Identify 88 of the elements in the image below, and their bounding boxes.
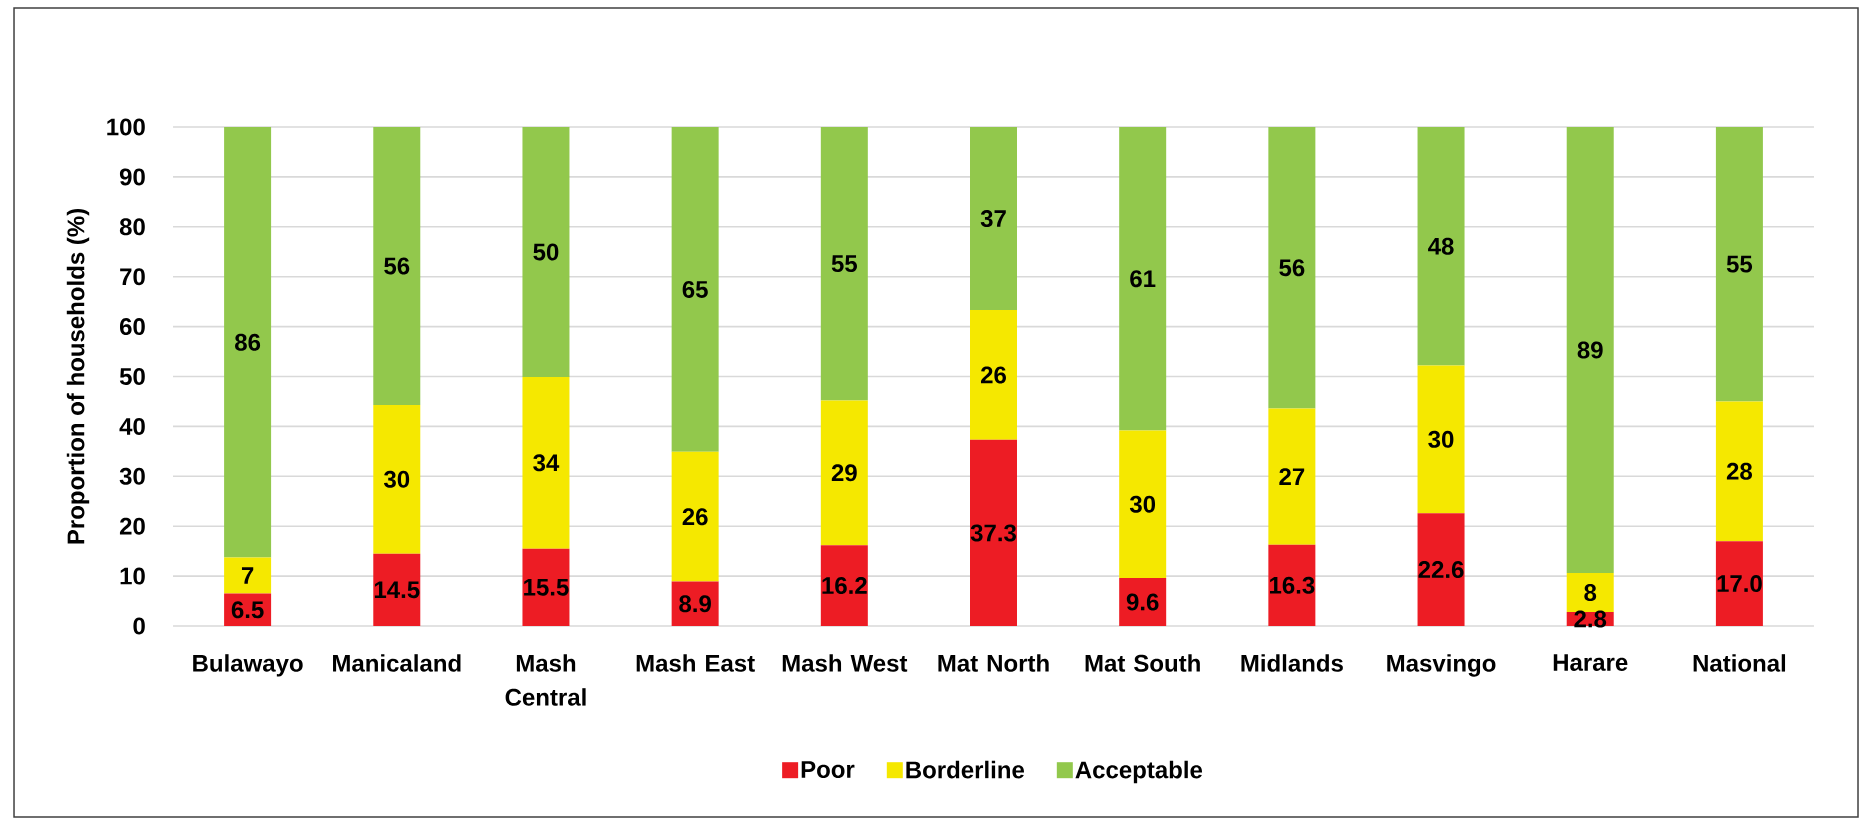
data-label: 37	[980, 210, 1006, 228]
y-tick-label: 90	[119, 168, 145, 186]
data-label: 86	[235, 333, 261, 351]
y-tick-label: 100	[107, 118, 145, 136]
bar	[1417, 513, 1465, 626]
legend-label: Poor	[801, 761, 855, 778]
bar	[373, 126, 421, 405]
bar	[671, 451, 719, 582]
y-tick-label: 40	[119, 417, 145, 435]
bar	[970, 310, 1017, 440]
bar	[1268, 126, 1316, 409]
data-label: 30	[1129, 495, 1156, 513]
data-label: 48	[1428, 237, 1454, 255]
y-tick-label: 70	[120, 268, 145, 286]
data-label: 17.0	[1717, 575, 1762, 593]
bar	[224, 126, 272, 558]
bar	[970, 126, 1017, 311]
bar	[522, 548, 570, 626]
bar	[1715, 401, 1763, 542]
data-label: 26	[980, 366, 1006, 384]
data-label: 16.2	[822, 577, 867, 595]
data-label: 16.3	[1270, 576, 1315, 594]
legend-label: Acceptable	[1075, 760, 1203, 784]
y-tick-label: 10	[120, 567, 145, 585]
data-label: 30	[1428, 430, 1454, 448]
y-axis-title: Proportion of households (%)	[66, 209, 90, 544]
bar	[1715, 126, 1763, 402]
data-label: 6.5	[231, 601, 264, 619]
bar	[820, 400, 868, 546]
bar	[970, 439, 1017, 626]
y-tick-label: 30	[119, 467, 145, 485]
x-tick-label: Masvingo	[1387, 654, 1496, 677]
data-label: 22.6	[1418, 561, 1464, 579]
data-label: 37.3	[970, 524, 1016, 542]
bar	[1715, 541, 1763, 626]
data-label: 34	[533, 454, 560, 472]
bar	[522, 376, 570, 549]
y-tick-label: 60	[120, 318, 145, 336]
bar	[1119, 430, 1167, 579]
data-label: 50	[533, 243, 559, 261]
y-tick-label: 50	[119, 368, 145, 385]
data-label: 61	[1130, 270, 1156, 288]
y-tick-label: 20	[119, 517, 145, 535]
x-tick-label: Mash Central	[505, 654, 586, 706]
data-label: 55	[831, 255, 857, 273]
bar	[1566, 126, 1614, 574]
x-tick-label: Mat South	[1085, 654, 1200, 672]
bar	[373, 404, 421, 554]
data-label: 55	[1726, 255, 1753, 273]
x-tick-label: Mash East	[636, 654, 755, 672]
data-label: 65	[682, 280, 708, 298]
x-tick-label: Manicaland	[333, 654, 461, 672]
data-label: 26	[682, 508, 708, 526]
data-label: 30	[383, 470, 410, 488]
x-tick-label: National	[1693, 654, 1786, 672]
data-label: 56	[384, 257, 410, 275]
bar	[1417, 365, 1465, 514]
bar	[1417, 126, 1465, 366]
x-tick-label: Mash West	[782, 654, 908, 672]
bar	[1268, 544, 1316, 626]
data-label: 7	[241, 567, 254, 584]
data-label: 56	[1279, 259, 1305, 277]
data-label: 8	[1584, 584, 1597, 602]
bar	[671, 126, 719, 452]
x-tick-label: Bulawayo	[193, 654, 303, 677]
y-tick-label: 0	[133, 617, 145, 635]
bar	[1119, 126, 1167, 431]
bar	[373, 553, 421, 626]
y-tick-label: 80	[119, 218, 145, 236]
bar	[1119, 578, 1167, 626]
bar	[820, 126, 868, 401]
data-label: 27	[1279, 468, 1305, 485]
data-label: 28	[1726, 462, 1753, 480]
data-label: 14.5	[374, 581, 420, 599]
bar	[522, 126, 570, 377]
bar	[224, 557, 272, 594]
x-tick-label: Mat North	[938, 654, 1049, 672]
legend-label: Borderline	[906, 760, 1025, 779]
data-label: 9.6	[1126, 593, 1159, 611]
bar	[820, 545, 868, 626]
data-label: 8.9	[679, 595, 711, 613]
data-label: 89	[1577, 341, 1603, 359]
x-tick-label: Harare	[1553, 654, 1628, 671]
data-label: 29	[831, 464, 857, 482]
bar	[1268, 408, 1316, 545]
data-label: 2.8	[1574, 610, 1607, 628]
x-tick-label: Midlands	[1241, 654, 1343, 672]
data-label: 15.5	[524, 578, 569, 596]
